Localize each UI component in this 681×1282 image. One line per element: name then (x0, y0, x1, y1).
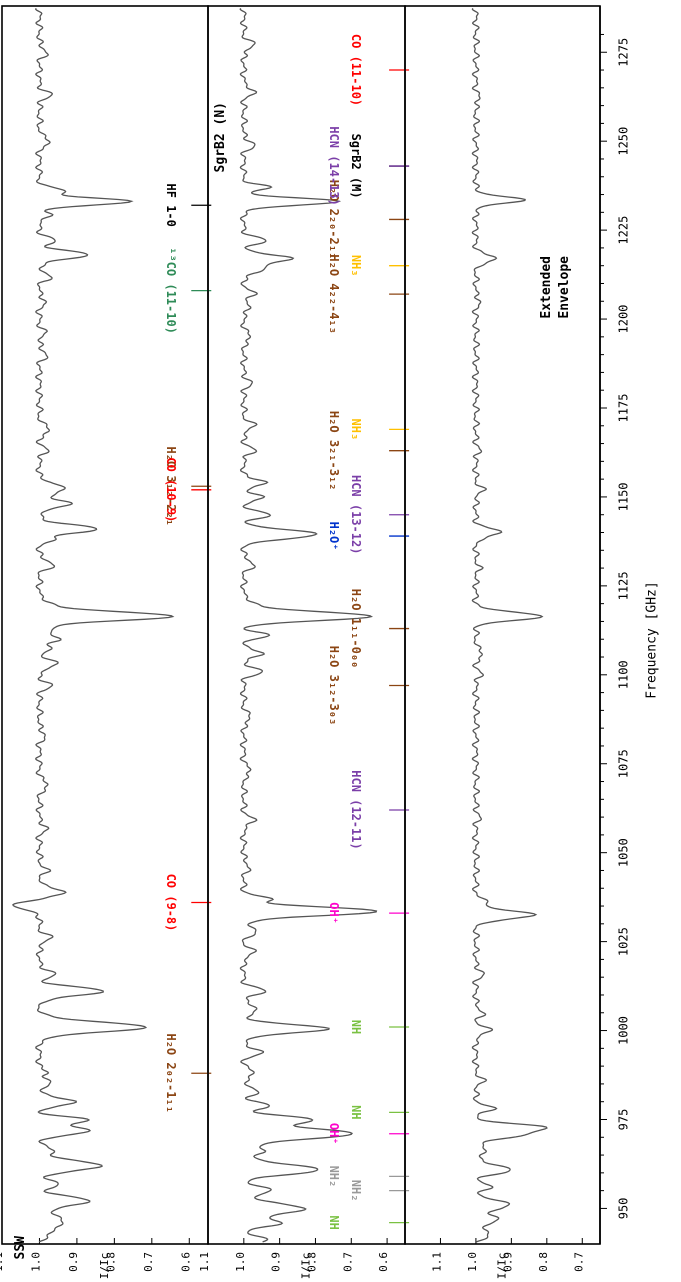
line-id-label: HCN (12-11) (349, 770, 363, 849)
frequency-tick-label: 1275 (617, 38, 631, 67)
line-id-label: NH₃ (349, 418, 363, 440)
intensity-tick-label: 1.1 (198, 1252, 211, 1272)
line-id-label: H₂O 4₂₂-4₁₃ (327, 254, 341, 333)
line-id-label: CO (9-8) (164, 874, 178, 932)
line-id-label: CO (10-9) (164, 457, 178, 522)
spectrum-panel-3: 1.1 1.0 0.9 0.8 0.7 I/Ic Extended Envelope (404, 5, 601, 1280)
panel-label: Extended Envelope (539, 256, 572, 319)
x-axis-label: Frequency [GHz] (645, 581, 660, 698)
intensity-tick-label: 0.8 (537, 1252, 550, 1272)
frequency-tick-label: 1125 (617, 571, 631, 600)
spectrum-trace (239, 7, 378, 1243)
frequency-tick-label: 1150 (617, 482, 631, 511)
line-id-label: HF 1-0 (164, 184, 178, 227)
y-axis-label: I/Ic (300, 1253, 313, 1280)
y-axis-label: I/Ic (496, 1253, 509, 1280)
intensity-tick-label: 0.6 (179, 1252, 192, 1272)
line-id-label: NH (349, 1020, 363, 1034)
spectrum-trace (12, 7, 175, 1243)
frequency-tick-label: 1100 (617, 660, 631, 689)
frequency-tick-label: 1050 (617, 838, 631, 867)
line-id-label: NH₂ (349, 1180, 363, 1202)
line-id-label: HCN (13-12) (349, 475, 363, 554)
line-id-label: ¹³CO (11-10) (164, 247, 178, 334)
spectrum-trace (471, 8, 548, 1243)
line-id-label: H₂O 1₁₁-0₀₀ (349, 589, 363, 668)
frequency-tick-label: 1225 (617, 216, 631, 245)
intensity-tick-label: 0.7 (572, 1252, 585, 1272)
frequency-tick-label: 975 (617, 1109, 631, 1131)
line-id-label: NH (349, 1105, 363, 1119)
line-id-label: NH₃ (349, 255, 363, 277)
line-id-label: NH (327, 1215, 341, 1229)
intensity-tick-label: 0.7 (341, 1252, 354, 1272)
spectrum-panel-2: 1.1 1.0 0.9 0.8 0.7 0.6 I/Ic SgrB2 (N) NH NH₂ NH₂ N… (198, 5, 410, 1280)
intensity-tick-label: 1.0 (466, 1252, 479, 1272)
line-id-label: HCN (14-13) (327, 126, 341, 205)
frequency-tick-label: 1175 (617, 394, 631, 423)
line-id-label: OH⁺ (327, 902, 341, 924)
panel-label: SgrB2 (N) (213, 102, 228, 172)
frequency-tick-label: 1000 (617, 1016, 631, 1045)
line-id-label: H₂O 3₁₂-3₀₃ (327, 646, 341, 725)
frequency-tick-label: 1200 (617, 305, 631, 334)
frequency-tick-label: 1075 (617, 749, 631, 778)
line-id-label: H₂O 3₁₂-2₂₁ (164, 447, 178, 526)
line-id-label: SgrB2 (M) (349, 134, 363, 199)
intensity-tick-label: 0.8 (305, 1252, 318, 1272)
line-id-label: H₂O 2₂₀-2₁₁ (327, 180, 341, 259)
line-id-label: H₂O 2₀₂-1₁₁ (164, 1033, 178, 1112)
intensity-tick-label: 1.0 (234, 1252, 247, 1272)
intensity-tick-label: 0.8 (104, 1252, 117, 1272)
spectrum-panel-1: 1.1 1.0 0.9 0.8 0.7 0.6 I/Ic SSW H₂O 2₀₂-1₁₁ CO (… (0, 5, 212, 1280)
line-id-label: NH₂ (327, 1166, 341, 1188)
frequency-tick-label: 1025 (617, 927, 631, 956)
intensity-tick-label: 0.9 (270, 1252, 283, 1272)
intensity-tick-label: 0.9 (67, 1252, 80, 1272)
intensity-tick-label: 1.0 (29, 1252, 42, 1272)
intensity-tick-label: 0.6 (377, 1252, 390, 1272)
intensity-tick-label: 0.9 (501, 1252, 514, 1272)
line-id-label: H₂O⁺ (327, 522, 341, 551)
intensity-tick-label: 0.7 (142, 1252, 155, 1272)
line-id-label: OH⁺ (327, 1123, 341, 1145)
y-axis-label: I/Ic (98, 1253, 111, 1280)
intensity-tick-label: 1.1 (430, 1252, 443, 1272)
frequency-tick-label: 1250 (617, 127, 631, 156)
intensity-tick-label: 1.1 (0, 1252, 5, 1272)
frequency-tick-label: 950 (617, 1198, 631, 1220)
line-id-label: CO (11-10) (349, 34, 363, 106)
line-id-label: H₂O 3₂₁-3₁₂ (327, 411, 341, 490)
panel-label: SSW (13, 1236, 28, 1260)
